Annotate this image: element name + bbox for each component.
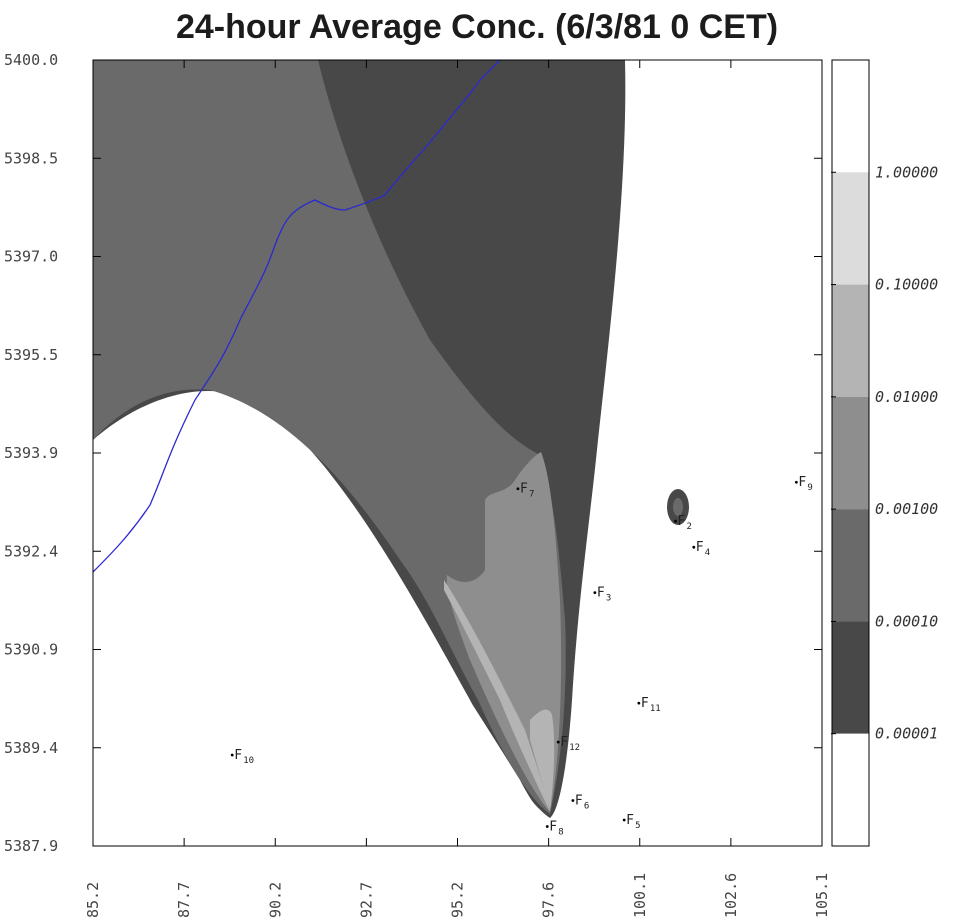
colorbar-swatch [832, 60, 869, 173]
source-label: F [520, 482, 528, 497]
source-subscript: 12 [569, 743, 580, 753]
source-dot [593, 591, 597, 595]
x-tick-label: 87.7 [175, 882, 193, 918]
contour-island-f2-core [673, 498, 683, 516]
y-tick-label: 5393.9 [4, 444, 58, 462]
contour-band-00010 [93, 60, 566, 814]
source-dot [571, 799, 575, 802]
source-dot [692, 545, 696, 549]
source-subscript: 3 [606, 594, 611, 604]
y-tick-label: 5387.9 [4, 837, 58, 855]
colorbar-label: 0.00001 [875, 725, 938, 743]
x-tick-label: 95.2 [449, 882, 467, 918]
colorbar-swatch [832, 733, 869, 846]
source-subscript: 7 [529, 490, 534, 500]
source-subscript: 11 [650, 704, 661, 714]
x-tick-label: 100.1 [631, 873, 649, 918]
x-tick-label: 90.2 [266, 882, 284, 918]
colorbar-label: 0.00100 [875, 500, 938, 518]
source-dot [637, 701, 641, 705]
source-markers: F 2F 3F 4F 5F 6F 7F 8F 9F 10F 11F 12 [230, 475, 813, 838]
x-tick-label: 102.6 [722, 873, 740, 918]
contour-fields [93, 60, 689, 846]
source-dot [674, 519, 677, 523]
source-marker: F 11 [637, 696, 661, 714]
source-label: F [597, 586, 605, 601]
source-subscript: 5 [635, 821, 640, 831]
y-axis: 5387.95389.45390.95392.45393.95395.55397… [4, 51, 822, 855]
contour-band-10000 [530, 709, 555, 810]
source-dot [622, 818, 626, 822]
y-tick-label: 5397.0 [4, 248, 58, 266]
x-axis: 85.2 87.7 90.2 92.7 95.2 97.6 100.1 102.6 105.1 [84, 60, 831, 918]
river-line [92, 59, 501, 573]
source-subscript: 6 [584, 802, 589, 812]
source-label: F [234, 748, 242, 763]
source-subscript: 4 [705, 548, 710, 558]
source-dot [516, 487, 520, 491]
source-dot [230, 753, 234, 757]
source-label: F [549, 820, 557, 835]
source-label: F [677, 514, 685, 529]
y-tick-label: 5389.4 [4, 739, 58, 757]
contour-band-white [93, 451, 545, 846]
colorbar: 1.00000 0.10000 0.01000 0.00100 0.00010 0.000… [831, 59, 938, 847]
source-label: F [798, 475, 806, 490]
y-tick-label: 5392.4 [4, 542, 58, 560]
source-dot [545, 825, 549, 828]
x-tick-label: 85.2 [84, 882, 102, 918]
y-tick-label: 5400.0 [4, 51, 58, 69]
contour-band-01000 [444, 580, 550, 812]
source-subscript: 8 [558, 828, 563, 838]
source-marker: F 12 [556, 735, 580, 753]
source-subscript: 9 [807, 483, 812, 493]
source-label: F [641, 696, 649, 711]
colorbar-swatch [832, 509, 869, 622]
y-tick-label: 5390.9 [4, 641, 58, 659]
colorbar-frame [831, 59, 870, 847]
source-subscript: 2 [686, 522, 691, 532]
source-subscript: 10 [243, 756, 254, 766]
colorbar-swatch [832, 284, 869, 397]
colorbar-label: 0.10000 [875, 276, 938, 294]
colorbar-swatch [832, 396, 869, 510]
x-tick-label: 92.7 [357, 882, 375, 918]
chart-title: 24-hour Average Conc. (6/3/81 0 CET) [175, 8, 779, 46]
colorbar-swatch [832, 621, 869, 734]
source-label: F [575, 794, 583, 809]
source-label: F [626, 813, 634, 828]
source-label: F [560, 735, 568, 750]
y-tick-label: 5398.5 [4, 149, 58, 167]
source-dot [556, 740, 560, 744]
y-tick-label: 5395.5 [4, 346, 58, 364]
colorbar-label: 1.00000 [875, 163, 938, 181]
colorbar-label: 0.01000 [875, 388, 938, 406]
source-dot [794, 480, 798, 484]
colorbar-label: 0.00010 [875, 612, 938, 630]
source-label: F [696, 540, 704, 555]
x-tick-label: 97.6 [540, 882, 558, 918]
source-marker: F 10 [230, 748, 254, 766]
x-tick-label: 105.1 [813, 873, 831, 918]
colorbar-swatch [832, 172, 869, 285]
